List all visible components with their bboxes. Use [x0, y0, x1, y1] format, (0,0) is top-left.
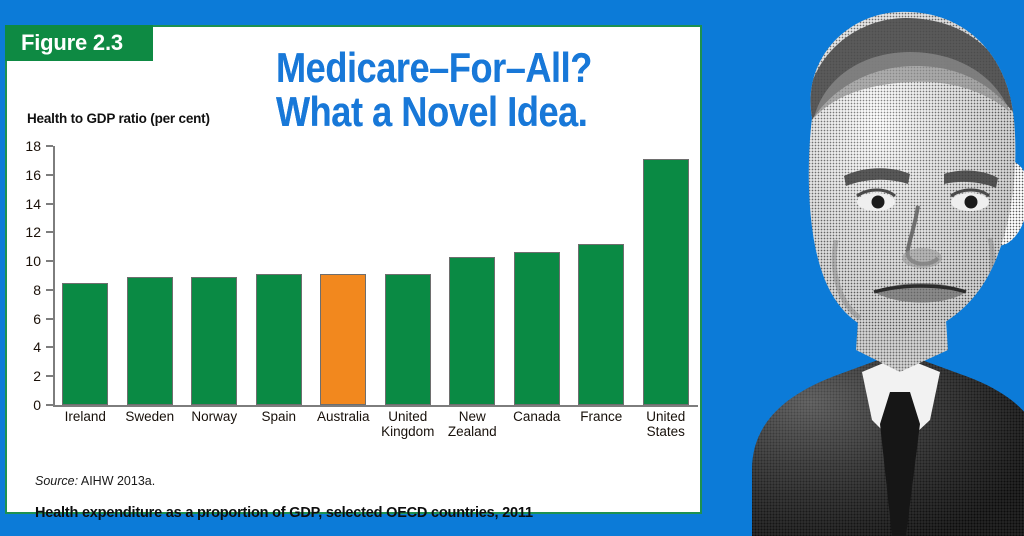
y-tick-label: 4: [33, 339, 41, 356]
y-tick-mark: [46, 231, 53, 234]
necktie: [880, 392, 920, 536]
y-tick-label: 8: [33, 281, 41, 298]
chart-bar[interactable]: [578, 243, 625, 405]
figure-card: Health to GDP ratio (per cent) 0 2 4 6 8 10 12…: [5, 25, 702, 521]
y-tick-mark: [46, 404, 53, 406]
chart-bar[interactable]: [255, 274, 302, 405]
x-tick-label: United Kingdom: [381, 409, 435, 439]
x-tick-label: Norway: [191, 409, 238, 424]
headline-text: Medicare–For–All? What a Novel Idea.: [276, 44, 592, 135]
bar-slot: [247, 146, 312, 405]
x-tick-label: United States: [646, 409, 686, 439]
figure-number-tab: Figure 2.3: [5, 25, 153, 61]
x-tick-label: Canada: [513, 409, 561, 424]
x-tick-label: New Zealand: [447, 409, 497, 439]
bar-slot: [53, 146, 118, 405]
lyndon-b-johnson-portrait: [694, 0, 1024, 536]
source-label: Source:: [35, 474, 79, 488]
head: [808, 11, 1016, 336]
suit-shape: [752, 352, 1024, 536]
y-tick-label: 6: [33, 310, 41, 327]
y-tick-label: 18: [25, 138, 41, 154]
bar-series: [53, 146, 698, 405]
bar-chart-plot: 0 2 4 6 8 10 12 14 16 18 Ireland Sweden Norway Spain…: [25, 138, 698, 439]
bar-slot: [505, 146, 570, 405]
y-tick-label: 2: [33, 368, 41, 385]
y-tick-mark: [46, 346, 53, 349]
y-tick-mark: [46, 260, 53, 263]
source-value: AIHW 2013a.: [78, 474, 156, 488]
chart-bar[interactable]: [384, 274, 431, 405]
chart-bar[interactable]: [126, 276, 173, 405]
y-tick-label: 14: [25, 195, 41, 212]
chart-bar[interactable]: [62, 282, 109, 405]
y-axis-line: [53, 146, 55, 405]
x-axis-line: [53, 405, 698, 407]
chart-bar[interactable]: [320, 274, 367, 405]
y-tick-label: 10: [25, 253, 41, 270]
chart-bar[interactable]: [513, 252, 560, 405]
bar-slot: [376, 146, 441, 405]
y-tick-label: 12: [25, 224, 41, 241]
chart-bar[interactable]: [191, 276, 238, 405]
y-tick-mark: [46, 317, 53, 320]
x-tick-label: Australia: [316, 409, 370, 424]
x-tick-label: Sweden: [125, 409, 175, 424]
bar-slot: [634, 146, 699, 405]
y-tick-mark: [46, 173, 53, 176]
y-tick-mark: [46, 288, 53, 291]
y-tick-label: 0: [33, 397, 41, 413]
x-tick-label: France: [580, 409, 623, 424]
x-tick-label: Ireland: [64, 409, 106, 424]
y-tick-mark: [46, 202, 53, 205]
y-tick-label: 16: [25, 166, 41, 183]
x-tick-label: Spain: [261, 409, 297, 424]
y-axis-title: Health to GDP ratio (per cent): [27, 111, 210, 126]
portrait-illustration: [752, 11, 1024, 536]
chart-bar[interactable]: [642, 158, 689, 405]
figure-caption: Health expenditure as a proportion of GD…: [35, 505, 533, 521]
source-note: Source: AIHW 2013a.: [35, 474, 155, 488]
figure-number-label: Figure 2.3: [21, 30, 123, 55]
bar-slot: [440, 146, 505, 405]
bar-slot: [311, 146, 376, 405]
bar-slot: [118, 146, 183, 405]
y-tick-mark: [46, 375, 53, 378]
bar-slot: [569, 146, 634, 405]
y-tick-mark: [46, 145, 53, 147]
chart-bar[interactable]: [449, 256, 496, 405]
bar-slot: [182, 146, 247, 405]
